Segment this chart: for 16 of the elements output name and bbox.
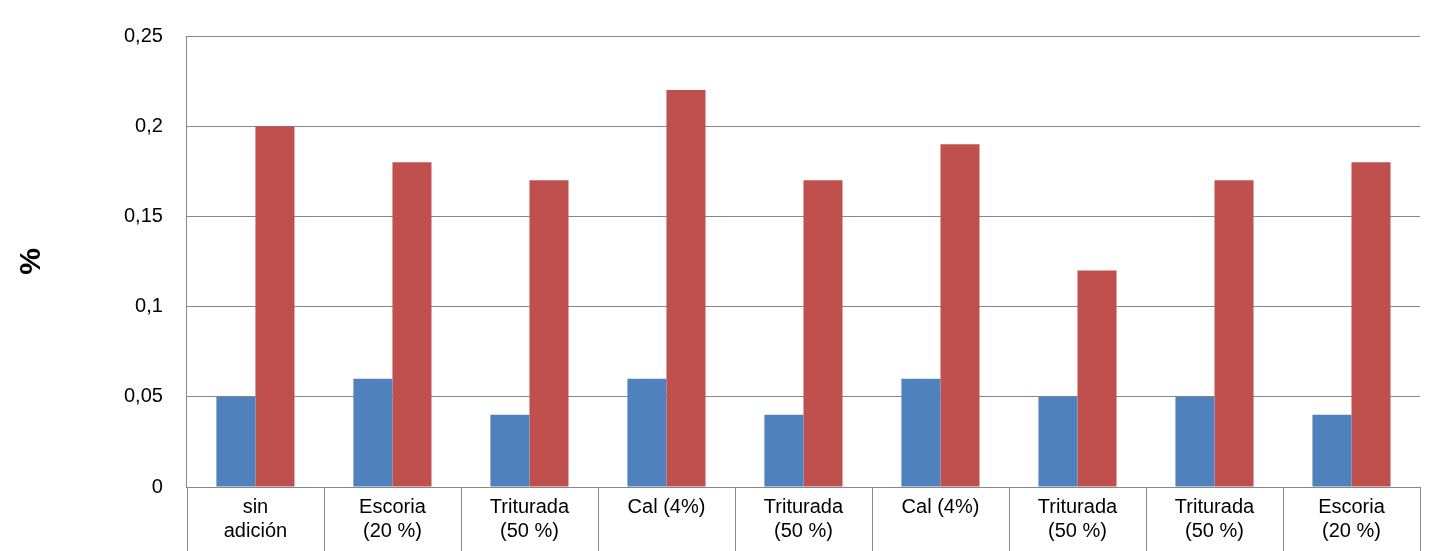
y-tick-label: 0,2: [135, 113, 163, 136]
x-tick-label: Escoria (20 %): [1318, 494, 1386, 541]
x-tick-label: sin adición: [223, 494, 288, 541]
y-axis-title: %: [13, 248, 47, 275]
y-tick-label: 0,1: [135, 294, 163, 317]
x-tick-label: Triturada (50 %): [763, 494, 844, 541]
y-tick-label: 0: [151, 474, 163, 497]
x-tick-label: Cal (4%): [627, 494, 706, 517]
y-tick-label: 0,25: [123, 23, 163, 46]
x-tick-label: Triturada (50 %): [1174, 494, 1255, 541]
y-tick-label: 0,15: [123, 203, 163, 226]
x-tick-label: Triturada (50 %): [489, 494, 570, 541]
x-tick-label: Triturada (50 %): [1037, 494, 1118, 541]
y-tick-label: 0,05: [123, 384, 163, 407]
x-tick-label: Cal (4%): [901, 494, 980, 517]
x-tick-label: Escoria (20 %): [359, 494, 427, 541]
